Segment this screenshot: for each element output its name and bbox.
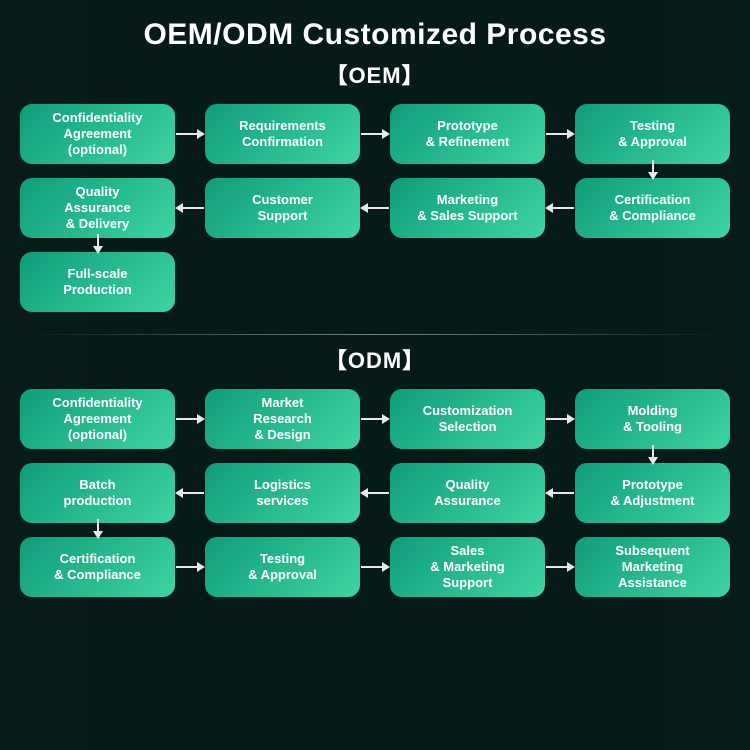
arrow-right-icon [360,124,390,144]
oem-row-1: Quality Assurance & Delivery Customer Sup… [0,178,750,238]
oem-node: Full-scale Production [20,252,175,312]
odm-row-2: Certification & Compliance Testing & Appr… [0,537,750,597]
oem-node: Marketing & Sales Support [390,178,545,238]
oem-node: Quality Assurance & Delivery [20,178,175,238]
arrow-down-icon [91,519,105,539]
arrow-down-icon [646,160,660,180]
arrow-down-icon [646,445,660,465]
arrow-left-icon [545,198,575,218]
section-divider [20,334,730,335]
oem-row-0: Confidentiality Agreement (optional) Requ… [0,104,750,164]
oem-row-2: Full-scale Production [0,252,750,312]
oem-node: Prototype & Refinement [390,104,545,164]
arrow-right-icon [175,124,205,144]
arrow-left-icon [360,483,390,503]
odm-node: Subsequent Marketing Assistance [575,537,730,597]
odm-row-1: Batch production Logistics services Qualit… [0,463,750,523]
arrow-left-icon [545,483,575,503]
odm-node: Customization Selection [390,389,545,449]
arrow-right-icon [545,409,575,429]
odm-node: Quality Assurance [390,463,545,523]
odm-flowchart: Confidentiality Agreement (optional) Mark… [0,389,750,597]
arrow-right-icon [175,557,205,577]
odm-node: Confidentiality Agreement (optional) [20,389,175,449]
odm-node: Logistics services [205,463,360,523]
arrow-down-icon [91,234,105,254]
arrow-right-icon [175,409,205,429]
odm-node: Batch production [20,463,175,523]
arrow-left-icon [175,483,205,503]
arrow-right-icon [360,557,390,577]
oem-node: Customer Support [205,178,360,238]
arrow-left-icon [175,198,205,218]
oem-flowchart: Confidentiality Agreement (optional) Requ… [0,104,750,312]
odm-node: Sales & Marketing Support [390,537,545,597]
odm-node: Prototype & Adjustment [575,463,730,523]
page-title: OEM/ODM Customized Process [0,0,750,52]
arrow-left-icon [360,198,390,218]
arrow-right-icon [545,124,575,144]
odm-node: Testing & Approval [205,537,360,597]
oem-node: Testing & Approval [575,104,730,164]
arrow-right-icon [360,409,390,429]
odm-node: Certification & Compliance [20,537,175,597]
odm-node: Molding & Tooling [575,389,730,449]
arrow-right-icon [545,557,575,577]
odm-node: Market Research & Design [205,389,360,449]
odm-row-0: Confidentiality Agreement (optional) Mark… [0,389,750,449]
oem-node: Certification & Compliance [575,178,730,238]
oem-node: Requirements Confirmation [205,104,360,164]
oem-node: Confidentiality Agreement (optional) [20,104,175,164]
oem-subtitle: 【OEM】 [0,58,750,90]
odm-subtitle: 【ODM】 [0,343,750,375]
